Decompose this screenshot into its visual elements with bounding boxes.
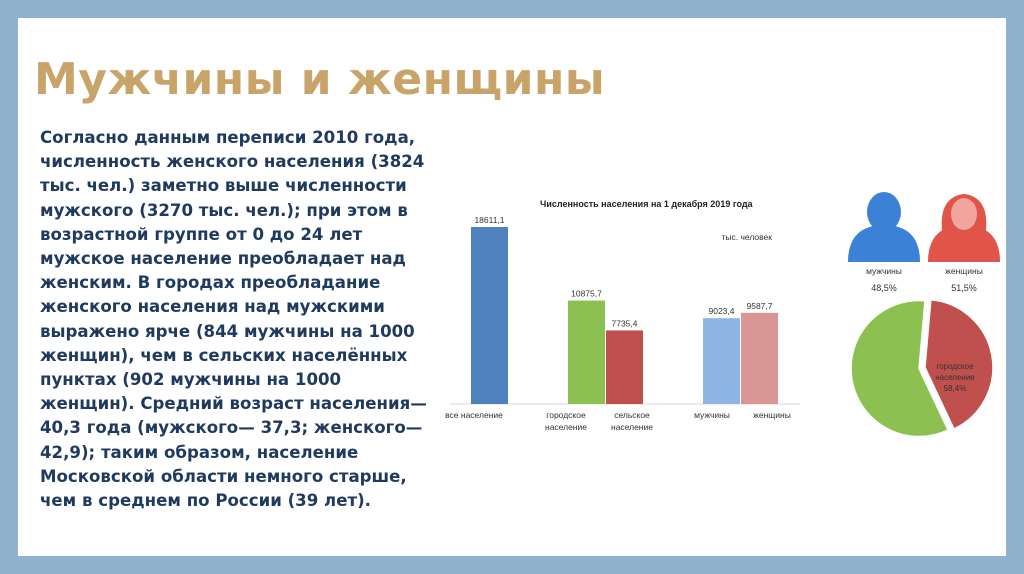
body-line: численность женского населения (3824 [40, 152, 425, 172]
body-line: 42,9); таким образом, население [40, 442, 359, 462]
pie-chart: сельскоенаселение41,6%городскоенаселение… [850, 298, 994, 438]
bar-value-label: 9587,7 [747, 301, 773, 311]
category-label: население [611, 422, 653, 432]
body-line: пунктах (902 мужчины на 1000 [40, 370, 342, 390]
body-line: выражено ярче (844 мужчины на 1000 [40, 321, 415, 341]
gender-legend: мужчины женщины 48,5% 51,5% [848, 192, 1000, 293]
category-label: население [545, 422, 587, 432]
male-percent: 48,5% [871, 283, 897, 293]
body-line: женщин). Средний возраст населения— [40, 394, 427, 414]
category-label: сельское [614, 410, 650, 420]
category-label: все население [445, 410, 503, 420]
bar-chart-title: Численность населения на 1 декабря 2019 … [540, 199, 754, 209]
bar-value-label: 10875,7 [571, 289, 602, 299]
body-line: тыс. чел.) заметно выше численности [40, 176, 407, 196]
body-line: женского населения над мужскими [40, 297, 385, 317]
page-title: Мужчины и женщины [34, 54, 606, 105]
body-line: Московской области немного старше, [40, 466, 407, 486]
body-line: чем в среднем по России (39 лет). [40, 491, 371, 511]
category-label: мужчины [694, 410, 730, 420]
bar [606, 330, 643, 404]
category-label: городское [546, 410, 586, 420]
male-label: мужчины [866, 266, 902, 276]
bar-value-label: 18611,1 [474, 215, 504, 225]
body-line: мужское население преобладает над [40, 249, 406, 269]
bar [568, 300, 605, 404]
male-figure-icon [848, 192, 920, 262]
category-label: женщины [753, 410, 791, 420]
bar-value-label: 9023,4 [709, 306, 735, 316]
female-percent: 51,5% [951, 283, 977, 293]
pie-slice-label: население [935, 373, 975, 382]
body-line: возрастной группе от 0 до 24 лет [40, 224, 363, 244]
pie-slice-label: 58,4% [944, 384, 967, 393]
pie-slice [850, 299, 950, 438]
body-line: женским. В городах преобладание [40, 273, 381, 293]
pie-slice [924, 298, 994, 430]
bar-chart: Численность населения на 1 декабря 2019 … [445, 199, 800, 432]
body-line: мужского (3270 тыс. чел.); при этом в [40, 200, 408, 220]
pie-slice-label: городское [936, 362, 974, 371]
body-text: Согласно данным переписи 2010 года, числе… [40, 126, 430, 513]
bar-value-label: 7735,4 [612, 318, 638, 328]
bar [741, 312, 778, 404]
bar [703, 318, 740, 404]
body-line: женщин), чем в сельских населённых [40, 345, 408, 365]
female-label: женщины [945, 266, 983, 276]
bar [471, 227, 508, 404]
female-figure-icon [928, 194, 1000, 262]
bar-chart-unit: тыс. человек [722, 232, 773, 242]
body-line: Согласно данным переписи 2010 года, [40, 128, 416, 147]
slide: Мужчины и женщины Согласно данным перепи… [18, 18, 1006, 556]
body-line: 40,3 года (мужского— 37,3; женского— [40, 418, 423, 438]
